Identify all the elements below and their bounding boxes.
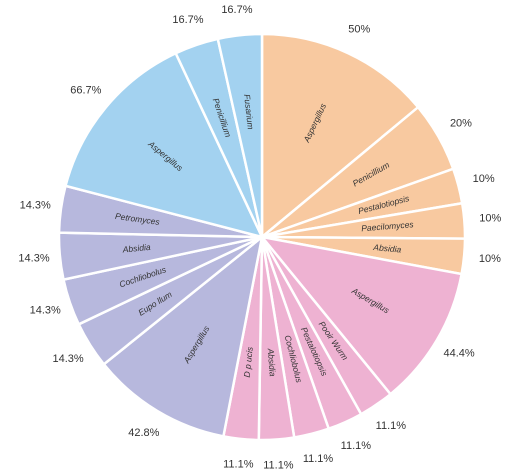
pie-slice-g1-s0 <box>258 235 464 396</box>
slice-percent-label-g0-s0: 50% <box>348 24 370 36</box>
slice-percent-label-g1-s5: 11.1% <box>223 459 254 471</box>
pie-slice-g2-s0 <box>102 233 264 438</box>
pie-slice-g0-s0 <box>260 32 420 240</box>
slice-percent-label-g2-s1: 14.3% <box>53 353 84 365</box>
slice-name-label-g2-s3: Absidia <box>121 242 151 255</box>
slice-percent-label-g1-s0: 44.4% <box>443 348 474 360</box>
slice-name-label-g3-s2: Fusarium <box>242 94 256 130</box>
slice-percent-label-g0-s2: 10% <box>473 173 495 185</box>
slice-percent-label-g1-s4: 11.1% <box>263 459 294 471</box>
slice-percent-label-g0-s1: 20% <box>450 118 472 130</box>
slice-percent-label-g1-s1: 11.1% <box>376 420 407 432</box>
slice-percent-label-g3-s2: 16.7% <box>221 4 252 16</box>
slice-percent-label-g2-s4: 14.3% <box>20 199 51 211</box>
slice-percent-label-g1-s3: 11.1% <box>303 453 334 465</box>
slice-name-label-g1-s4: Absidia <box>266 347 278 377</box>
slice-percent-label-g1-s2: 11.1% <box>341 440 372 452</box>
slice-name-label-g0-s3: Paecilomyces <box>361 219 415 233</box>
pie-slices <box>57 32 467 442</box>
slice-percent-label-g3-s0: 66.7% <box>70 85 101 97</box>
slice-name-label-g1-s5: D p ucis <box>242 346 255 378</box>
slice-percent-label-g2-s2: 14.3% <box>30 305 61 317</box>
pie-slice-g3-s0 <box>64 51 265 239</box>
slice-percent-label-g0-s4: 10% <box>479 253 501 265</box>
slice-percent-label-g3-s1: 16.7% <box>172 14 203 26</box>
slice-name-label-g0-s4: Absidia <box>372 242 402 255</box>
slice-percent-label-g2-s3: 14.3% <box>18 253 49 265</box>
slice-percent-label-g0-s3: 10% <box>479 213 501 225</box>
pie-slice-g3-s2 <box>216 32 264 238</box>
slice-percent-label-g2-s0: 42.8% <box>128 427 159 439</box>
